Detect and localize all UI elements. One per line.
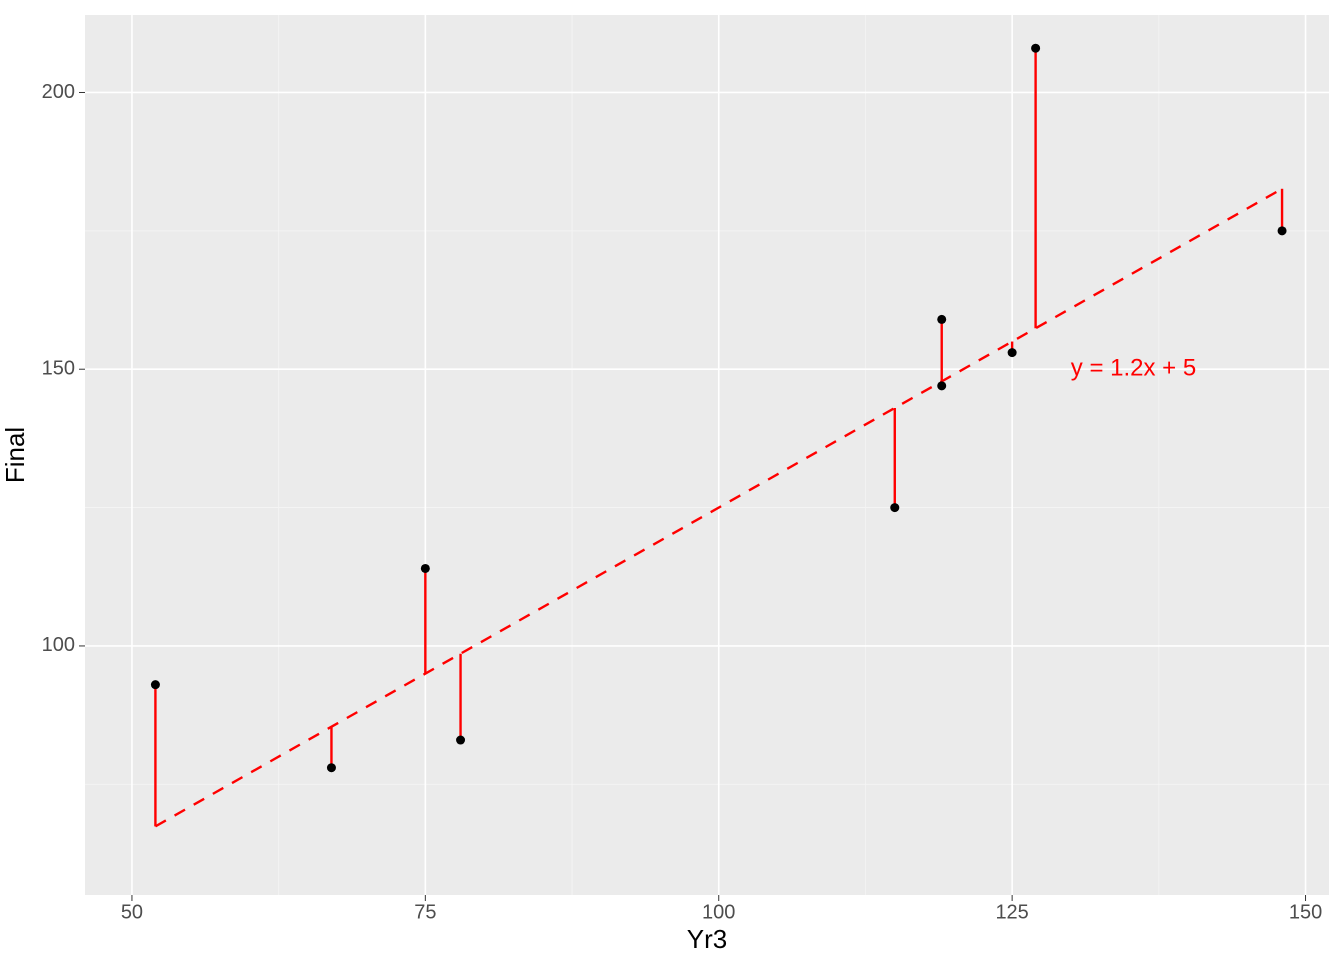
x-axis-label: Yr3 xyxy=(687,924,727,954)
y-tick-label: 100 xyxy=(42,634,75,656)
y-tick-label: 150 xyxy=(42,357,75,379)
y-axis-label: Final xyxy=(0,427,30,483)
x-tick-label: 125 xyxy=(995,902,1028,924)
regression-equation: y = 1.2x + 5 xyxy=(1071,355,1196,382)
scatter-chart: y = 1.2x + 5 50 75 100 125 150 100 150 200 Yr3 Fin… xyxy=(0,0,1344,960)
y-tick-label: 200 xyxy=(42,81,75,103)
data-point xyxy=(1008,348,1017,357)
x-tick-label: 75 xyxy=(414,902,436,924)
x-tick-label: 50 xyxy=(121,902,143,924)
plot-panel xyxy=(85,15,1329,895)
data-point xyxy=(421,564,430,573)
x-tick-label: 150 xyxy=(1289,902,1322,924)
data-point xyxy=(151,680,160,689)
data-point xyxy=(890,503,899,512)
data-point xyxy=(1031,44,1040,53)
data-point xyxy=(1278,226,1287,235)
x-tick-label: 100 xyxy=(702,902,735,924)
data-point xyxy=(456,736,465,745)
data-point xyxy=(937,381,946,390)
data-point xyxy=(937,315,946,324)
data-point xyxy=(327,763,336,772)
